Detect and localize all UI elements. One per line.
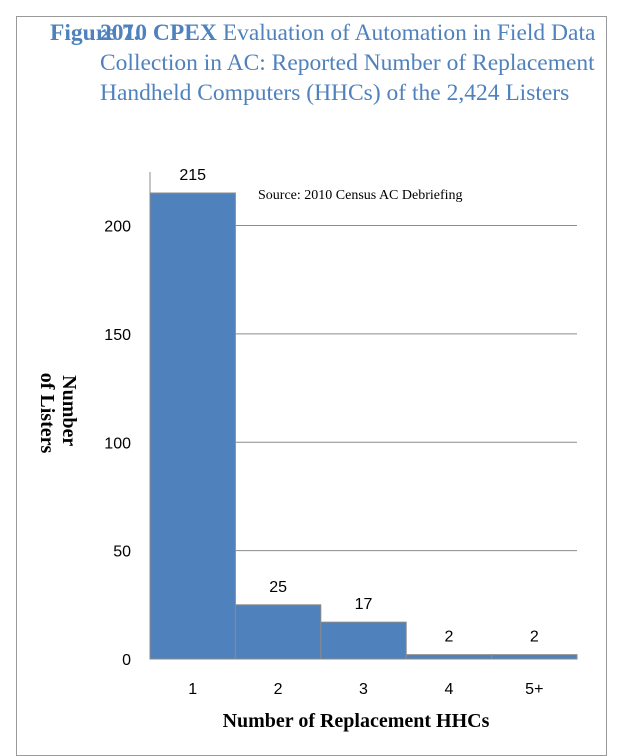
- figure-title: Figure 7. 2010 CPEX Evaluation of Automa…: [50, 18, 605, 108]
- y-tick-label: 50: [113, 544, 131, 561]
- data-label: 2: [444, 629, 453, 646]
- x-tick-label: 4: [444, 681, 453, 698]
- y-tick-label: 200: [104, 219, 131, 236]
- bar-4: [405, 654, 493, 660]
- figure-title-text: Evaluation of Automation in Field Data C…: [100, 20, 596, 106]
- y-tick-label: 0: [122, 652, 131, 669]
- y-tick-labels: 0 50 100 150 200: [104, 219, 131, 669]
- data-label: 2: [530, 629, 539, 646]
- y-axis-label: Number of Listers: [36, 373, 80, 454]
- bars: [149, 192, 578, 660]
- y-tick-label: 100: [104, 435, 131, 452]
- source-annotation: Source: 2010 Census AC Debriefing: [258, 188, 463, 203]
- data-label: 17: [355, 596, 373, 613]
- y-axis-label-line-2: of Listers: [36, 373, 58, 454]
- y-axis-label-line-1: Number: [58, 375, 80, 446]
- data-labels: 215 25 17 2 2: [179, 167, 538, 646]
- x-tick-label: 1: [188, 681, 197, 698]
- x-tick-label: 2: [274, 681, 283, 698]
- bar-2: [234, 604, 322, 660]
- x-tick-labels: 1 2 3 4 5+: [188, 681, 543, 698]
- data-label: 25: [269, 579, 287, 596]
- figure-title-bold: 2010 CPEX: [100, 20, 217, 46]
- figure-number: Figure 7.: [50, 20, 140, 46]
- x-tick-label: 3: [359, 681, 368, 698]
- bar-1: [149, 192, 236, 660]
- x-tick-label: 5+: [525, 681, 543, 698]
- bar-3: [320, 621, 407, 660]
- x-axis-label: Number of Replacement HHCs: [223, 710, 490, 732]
- bar-5+: [491, 654, 578, 660]
- data-label: 215: [179, 167, 206, 184]
- y-tick-label: 150: [104, 327, 131, 344]
